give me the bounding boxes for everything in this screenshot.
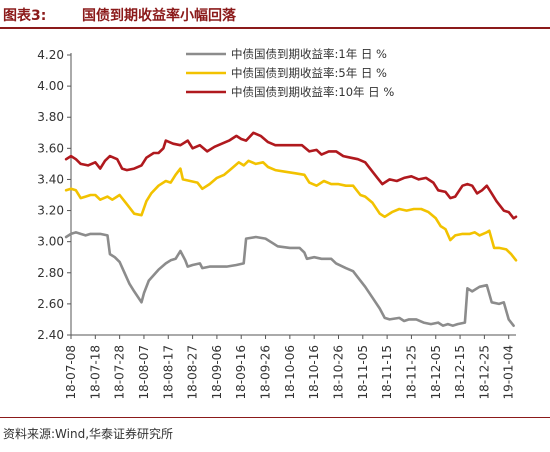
y-tick-label: 3.40 bbox=[37, 172, 64, 186]
x-tick-label: 18-09-26 bbox=[259, 345, 273, 399]
series-1y-line bbox=[64, 231, 515, 327]
y-tick-label: 3.60 bbox=[37, 141, 64, 155]
x-tick-label: 18-07-28 bbox=[113, 345, 127, 399]
y-axis: 4.20 4.00 3.80 3.60 3.40 3.20 3.00 2.80 2.60 2.40 bbox=[37, 48, 72, 342]
x-tick-label: 18-08-27 bbox=[186, 345, 200, 399]
series-5y-line bbox=[64, 159, 518, 262]
series-10y-line bbox=[64, 131, 518, 220]
y-tick-label: 4.20 bbox=[37, 48, 64, 62]
legend: 中债国债到期收益率:1年 日 % 中债国债到期收益率:5年 日 % 中债国债到期收益… bbox=[186, 47, 394, 99]
x-tick-label: 18-08-07 bbox=[137, 345, 151, 399]
figure-title: 国债到期收益率小幅回落 bbox=[82, 8, 236, 24]
x-tick-label: 18-11-25 bbox=[404, 345, 418, 399]
x-tick-label: 18-12-05 bbox=[429, 345, 443, 399]
x-tick-label: 18-11-05 bbox=[356, 345, 370, 399]
x-axis: 18-07-08 18-07-18 18-07-28 18-08-07 18-08-17… bbox=[64, 334, 516, 399]
x-tick-label: 18-10-26 bbox=[331, 345, 345, 399]
footer-rule bbox=[0, 417, 550, 418]
y-tick-label: 2.80 bbox=[37, 266, 64, 280]
x-tick-label: 18-10-06 bbox=[283, 345, 297, 399]
x-tick-label: 19-01-04 bbox=[502, 345, 516, 399]
x-tick-label: 18-12-15 bbox=[453, 345, 467, 399]
y-tick-label: 2.40 bbox=[37, 328, 64, 342]
y-tick-label: 3.20 bbox=[37, 204, 64, 218]
x-tick-label: 18-07-08 bbox=[64, 345, 78, 399]
figure-header: 图表3: 国债到期收益率小幅回落 bbox=[0, 0, 550, 27]
x-tick-label: 18-07-18 bbox=[88, 345, 102, 399]
series-layer bbox=[64, 131, 518, 327]
source-note: 资料来源:Wind,华泰证券研究所 bbox=[3, 427, 174, 441]
y-tick-label: 3.00 bbox=[37, 235, 64, 249]
x-tick-label: 18-08-17 bbox=[161, 345, 175, 399]
figure-number: 图表3: bbox=[3, 8, 47, 24]
legend-5y-label: 中债国债到期收益率:5年 日 % bbox=[231, 66, 387, 80]
y-tick-label: 2.60 bbox=[37, 297, 64, 311]
legend-10y-label: 中债国债到期收益率:10年 日 % bbox=[231, 85, 394, 99]
x-tick-label: 18-09-06 bbox=[210, 345, 224, 399]
x-tick-label: 18-09-16 bbox=[234, 345, 248, 399]
yield-line-chart: 4.20 4.00 3.80 3.60 3.40 3.20 3.00 2.80 2.60 2.40… bbox=[37, 47, 518, 399]
x-tick-label: 18-11-15 bbox=[380, 345, 394, 399]
x-tick-label: 18-10-16 bbox=[307, 345, 321, 399]
y-tick-label: 3.80 bbox=[37, 110, 64, 124]
x-tick-label: 18-12-25 bbox=[477, 345, 491, 399]
header-rule bbox=[0, 27, 550, 29]
y-tick-label: 4.00 bbox=[37, 79, 64, 93]
legend-1y-label: 中债国债到期收益率:1年 日 % bbox=[231, 47, 387, 61]
